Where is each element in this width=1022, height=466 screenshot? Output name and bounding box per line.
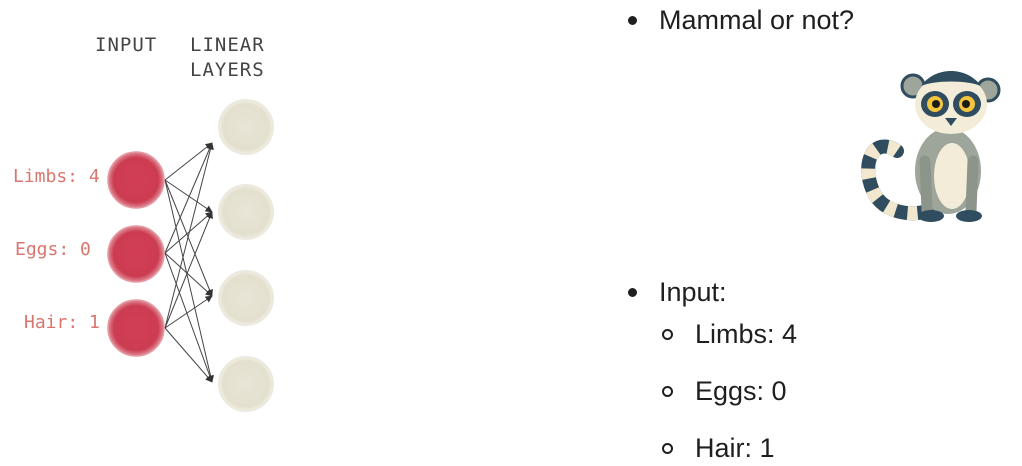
sub-bullet-hair: Hair: 1 [662,430,775,466]
input-node-eggs [107,225,165,283]
hidden-node-1 [218,99,274,155]
sub-bullet-eggs: Eggs: 0 [662,373,787,409]
input-node-limbs [107,151,165,209]
sub-bullet-ring [662,328,673,340]
linear-layers-header-line2: LAYERS [190,59,265,81]
linear-layers-header-line1: LINEAR [190,34,265,56]
neural-network-diagram: INPUT LINEAR LAYERS Limbs: 4 Eggs: 0 Hai… [13,34,274,412]
sub-bullet-limbs-text: Limbs: 4 [695,318,798,349]
sub-bullet-ring [662,385,673,397]
input-label-limbs: Limbs: 4 [13,166,100,187]
bullet-input-heading: Input: [628,274,727,310]
hidden-node-2 [218,184,274,240]
hidden-node-3 [218,270,274,326]
input-header: INPUT [95,34,157,56]
hidden-node-4 [218,356,274,412]
input-label-hair: Hair: 1 [24,312,100,333]
sub-bullet-eggs-text: Eggs: 0 [695,375,787,406]
bullet-dot [628,15,637,25]
input-node-hair [107,299,165,357]
input-label-eggs: Eggs: 0 [15,239,91,260]
lemur-icon [861,71,1001,222]
edges [164,142,214,383]
bullet-question: Mammal or not? [628,2,854,38]
sub-bullet-limbs: Limbs: 4 [662,316,797,352]
sub-bullet-hair-text: Hair: 1 [695,432,775,463]
input-heading-text: Input: [659,276,727,307]
question-text: Mammal or not? [659,4,855,35]
sub-bullet-ring [662,442,673,454]
bullet-dot [628,287,637,297]
